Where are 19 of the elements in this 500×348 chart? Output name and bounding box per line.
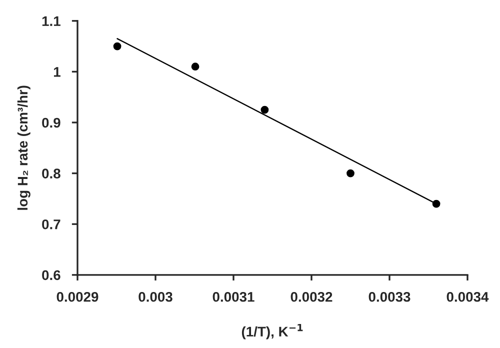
x-tick-label: 0.003	[138, 292, 172, 302]
y-tick-label: 0.9	[42, 118, 60, 128]
x-tick-label: 0.0032	[290, 292, 332, 302]
y-axis-title: log H₂ rate (cm³/hr)	[17, 86, 30, 210]
y-tick-label: 0.8	[42, 168, 60, 178]
x-tick-label: 0.0033	[368, 292, 410, 302]
point	[260, 106, 269, 114]
x-axis-title: (1/T), K$^{−1}$	[242, 324, 303, 340]
point	[346, 169, 354, 178]
x-tick-label: 0.0034	[446, 292, 489, 302]
point	[191, 62, 200, 71]
point	[113, 42, 122, 50]
y-tick-label: 1.1	[42, 16, 60, 26]
point	[432, 200, 440, 208]
x-tick-label: 0.0031	[212, 292, 254, 302]
x-tick-label: 0.0029	[56, 292, 98, 302]
y-tick-label: 0.7	[42, 219, 60, 230]
y-tick-label: 0.6	[42, 270, 60, 280]
y-tick-label: 1	[54, 67, 60, 77]
